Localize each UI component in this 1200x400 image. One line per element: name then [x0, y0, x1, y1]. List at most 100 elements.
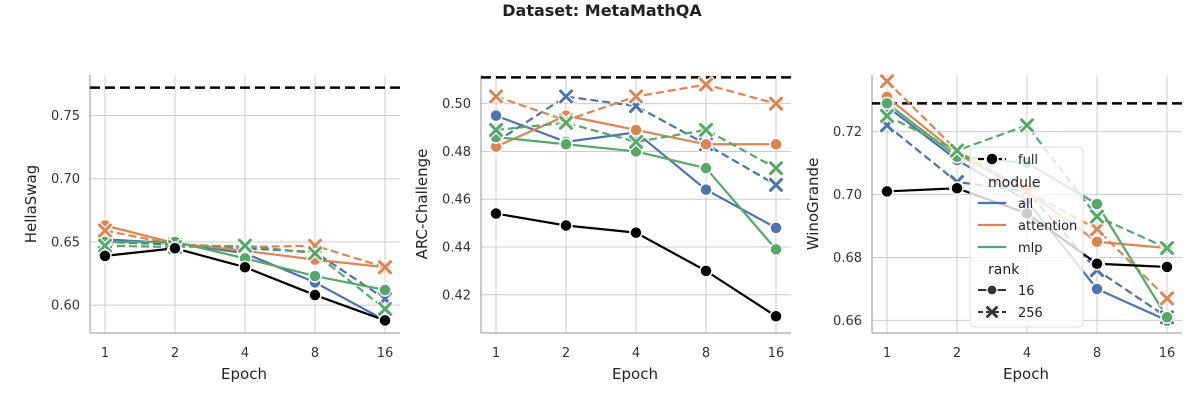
y-tick-label: 0.72 — [833, 125, 862, 140]
point-attention-rank256-stroke-b — [699, 77, 713, 92]
panel-2: 0.42 0.44 0.46 0.48 0.50 1 2 4 8 16 Epoch ARC-Chall… — [413, 75, 791, 383]
point-all-rank256 — [767, 176, 785, 194]
point-attention-rank256 — [697, 76, 715, 93]
point-mlp-rank256 — [557, 114, 575, 132]
point-attention-rank256 — [376, 258, 394, 276]
point-attention-rank256-stroke-b — [1090, 222, 1104, 237]
point-full-rank16 — [950, 181, 964, 196]
point-full-rank16 — [98, 249, 112, 263]
x-tick-label: 4 — [1023, 346, 1031, 361]
point-mlp-rank256-stroke-b — [1020, 118, 1034, 133]
point-mlp-rank256 — [627, 133, 645, 151]
y-axis-label: ARC-Challenge — [413, 149, 431, 260]
point-mlp-rank256-stroke-b — [238, 238, 252, 253]
x-tick-label: 8 — [311, 346, 319, 361]
legend: full module all attention mlp rank 16 256 — [969, 146, 1084, 328]
point-mlp-rank256-stroke-b — [950, 143, 964, 158]
point-mlp-rank256 — [236, 237, 254, 254]
y-tick-label: 0.42 — [442, 288, 471, 303]
point-mlp-rank256 — [1018, 117, 1036, 134]
point-mlp-rank256-stroke-b — [1090, 209, 1104, 224]
point-mlp-rank256-stroke-b — [308, 246, 322, 261]
legend-marker-rank16 — [986, 284, 998, 296]
x-tick-label: 16 — [1159, 346, 1176, 361]
point-mlp-rank256-stroke-b — [1160, 241, 1174, 256]
point-mlp-rank16 — [769, 242, 783, 257]
point-attention-rank16 — [699, 137, 713, 152]
point-full-rank16 — [308, 288, 322, 302]
x-axis-label: Epoch — [221, 365, 267, 383]
y-tick-label: 0.50 — [442, 97, 471, 112]
point-attention-rank16 — [769, 137, 783, 152]
point-full-rank16 — [1090, 257, 1104, 271]
series-line-attention-rank256 — [104, 229, 386, 269]
point-full-rank16 — [489, 206, 503, 221]
point-mlp-rank256 — [948, 142, 966, 159]
point-full-rank16 — [559, 218, 573, 233]
legend-label-all: all — [1018, 197, 1033, 212]
point-mlp-rank16 — [378, 283, 392, 297]
point-all-rank256-stroke-b — [769, 177, 783, 192]
point-full-rank16 — [629, 225, 643, 240]
point-mlp-rank256 — [96, 237, 114, 254]
point-attention-rank256-stroke-b — [98, 223, 112, 238]
legend-title-rank: rank — [988, 262, 1020, 278]
y-tick-label: 0.48 — [442, 145, 471, 160]
point-attention-rank256-stroke-b — [629, 89, 643, 104]
legend-label-full: full — [1018, 153, 1038, 168]
point-full-rank16 — [769, 309, 783, 324]
point-all-rank16 — [699, 182, 713, 197]
point-mlp-rank16 — [880, 96, 894, 111]
y-axis-label: HellaSwag — [22, 165, 40, 244]
x-tick-label: 1 — [101, 346, 109, 361]
point-mlp-rank256 — [1158, 239, 1176, 257]
point-attention-rank256-stroke-b — [769, 96, 783, 111]
y-tick-label: 0.44 — [442, 241, 471, 256]
point-mlp-rank256-stroke-b — [699, 122, 713, 137]
x-tick-label: 4 — [241, 346, 249, 361]
point-attention-rank256 — [627, 88, 645, 105]
point-mlp-rank256-stroke-b — [629, 134, 643, 149]
legend-label-mlp: mlp — [1018, 241, 1043, 256]
point-all-rank16 — [1090, 282, 1104, 296]
point-attention-rank256 — [96, 222, 114, 239]
point-attention-rank256 — [1088, 220, 1106, 238]
point-full-rank16 — [880, 184, 894, 199]
point-full-rank16 — [238, 260, 252, 274]
legend-marker-rank256-b — [986, 306, 998, 318]
legend-label-rank256: 256 — [1018, 306, 1043, 321]
panel-1: 0.60 0.65 0.70 0.75 1 2 4 8 16 Epoch HellaSwag — [22, 75, 400, 383]
point-full-rank16 — [378, 313, 392, 328]
y-tick-label: 0.75 — [51, 109, 80, 124]
x-tick-label: 1 — [492, 346, 500, 361]
point-mlp-rank256-stroke-b — [489, 122, 503, 137]
point-mlp-rank256-stroke-b — [769, 161, 783, 176]
point-mlp-rank256-stroke-b — [880, 108, 894, 123]
point-full-rank16 — [699, 264, 713, 278]
y-tick-label: 0.70 — [51, 172, 80, 187]
point-mlp-rank256 — [306, 245, 324, 262]
x-tick-label: 16 — [377, 346, 394, 361]
point-mlp-rank16 — [699, 161, 713, 175]
x-tick-label: 2 — [171, 346, 179, 361]
point-attention-rank16 — [1090, 235, 1104, 249]
y-tick-label: 0.70 — [833, 188, 862, 203]
point-mlp-rank256-stroke-b — [559, 115, 573, 130]
point-mlp-rank256 — [1088, 208, 1106, 225]
point-all-rank256-stroke-b — [559, 89, 573, 104]
point-attention-rank256-stroke-b — [880, 74, 894, 89]
x-tick-label: 2 — [562, 346, 570, 361]
series-line-mlp-rank256 — [495, 121, 777, 170]
series-line-mlp-rank256 — [104, 244, 386, 310]
legend-marker-full — [985, 152, 999, 166]
y-axis-label: WinoGrande — [804, 158, 822, 251]
y-tick-label: 0.65 — [51, 235, 80, 250]
point-attention-rank256 — [878, 73, 896, 90]
series-line-mlp-rank256 — [886, 114, 1168, 250]
point-all-rank16 — [489, 108, 503, 123]
x-tick-label: 16 — [768, 346, 785, 361]
point-attention-rank16 — [629, 123, 643, 137]
point-all-rank16 — [769, 221, 783, 235]
point-attention-rank256 — [767, 95, 785, 112]
point-attention-rank256-stroke-b — [1160, 291, 1174, 306]
